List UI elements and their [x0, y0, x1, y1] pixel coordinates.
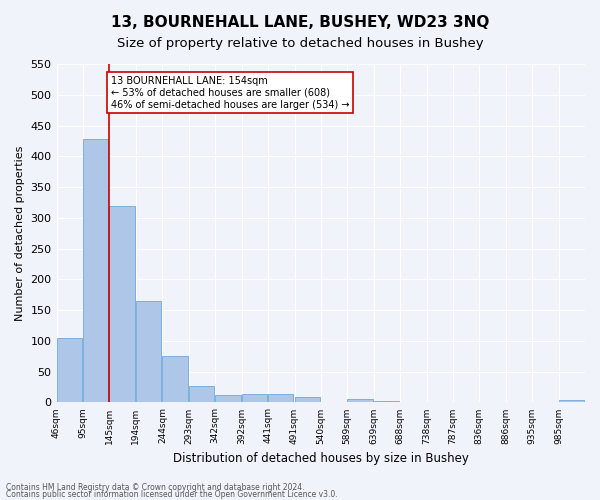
Bar [559, 400, 584, 402]
Bar [242, 394, 267, 402]
Bar [347, 400, 373, 402]
Bar [188, 386, 214, 402]
Text: 13 BOURNEHALL LANE: 154sqm
← 53% of detached houses are smaller (608)
46% of sem: 13 BOURNEHALL LANE: 154sqm ← 53% of deta… [110, 76, 349, 110]
Bar [83, 139, 109, 402]
Bar [374, 400, 400, 402]
Bar [295, 397, 320, 402]
Bar [163, 356, 188, 403]
X-axis label: Distribution of detached houses by size in Bushey: Distribution of detached houses by size … [173, 452, 469, 465]
Bar [268, 394, 293, 402]
Text: 13, BOURNEHALL LANE, BUSHEY, WD23 3NQ: 13, BOURNEHALL LANE, BUSHEY, WD23 3NQ [111, 15, 489, 30]
Bar [109, 206, 135, 402]
Bar [215, 395, 241, 402]
Y-axis label: Number of detached properties: Number of detached properties [15, 146, 25, 321]
Text: Contains HM Land Registry data © Crown copyright and database right 2024.: Contains HM Land Registry data © Crown c… [6, 484, 305, 492]
Text: Size of property relative to detached houses in Bushey: Size of property relative to detached ho… [116, 38, 484, 51]
Text: Contains public sector information licensed under the Open Government Licence v3: Contains public sector information licen… [6, 490, 338, 499]
Bar [56, 338, 82, 402]
Bar [136, 301, 161, 402]
